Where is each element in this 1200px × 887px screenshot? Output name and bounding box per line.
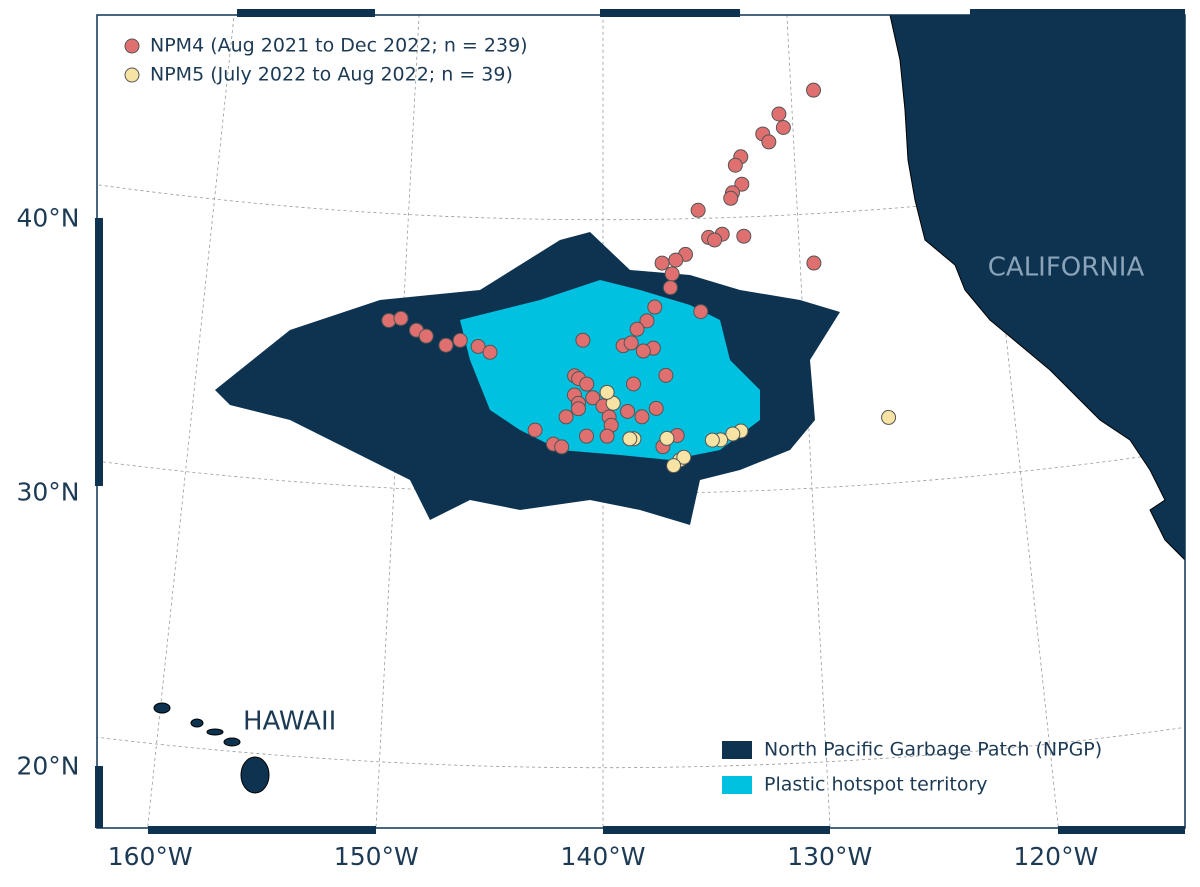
sample-point: [634, 409, 650, 425]
legend-marker: [124, 67, 140, 83]
california-land: [889, 15, 1185, 561]
sample-point: [707, 232, 723, 248]
y-tick-label: 40°N: [16, 204, 79, 233]
sample-point: [629, 321, 645, 337]
sample-point: [659, 430, 675, 446]
sample-point: [658, 367, 674, 383]
legend-label: NPM5 (July 2022 to Aug 2022; n = 39): [150, 64, 513, 86]
sample-point: [579, 376, 595, 392]
legend-swatch: [722, 741, 752, 759]
sample-point: [806, 82, 822, 98]
grid-line: [97, 172, 1185, 221]
sample-point: [664, 266, 680, 282]
legend: NPM4 (Aug 2021 to Dec 2022; n = 239) NPM5…: [124, 35, 1102, 796]
x-tick-label: 120°W: [1013, 842, 1098, 871]
grid-line: [97, 726, 1185, 769]
sample-point: [662, 280, 678, 296]
sample-point: [482, 344, 498, 360]
y-tick-label: 30°N: [16, 478, 79, 507]
x-tick-label: 150°W: [334, 842, 419, 871]
sample-point: [527, 422, 543, 438]
hotspot-area: [460, 280, 760, 460]
sample-point: [575, 332, 591, 348]
sample-point: [558, 409, 574, 425]
grid-line: [147, 15, 235, 828]
sample-point: [881, 409, 897, 425]
x-tick-label: 140°W: [561, 842, 646, 871]
sample-point: [690, 202, 706, 218]
sample-point: [418, 328, 434, 344]
sample-point: [723, 190, 739, 206]
sample-point: [668, 252, 684, 268]
y-tick-label: 20°N: [16, 752, 79, 781]
sample-point: [554, 439, 570, 455]
legend-label: Plastic hotspot territory: [764, 774, 988, 796]
place-label: HAWAII: [243, 707, 336, 737]
frame-bars: [95, 9, 1185, 834]
legend-label: North Pacific Garbage Patch (NPGP): [764, 739, 1102, 761]
sample-point: [470, 338, 486, 354]
sample-point: [622, 431, 638, 447]
sample-point: [438, 337, 454, 353]
grid-line: [971, 15, 1059, 828]
sample-point: [570, 401, 586, 417]
sample-point: [806, 255, 822, 271]
sample-point: [599, 384, 615, 400]
sample-point: [654, 255, 670, 271]
sample-points: [381, 82, 897, 474]
sample-point: [736, 228, 752, 244]
sample-point: [704, 432, 720, 448]
land-and-patch: [153, 15, 1185, 794]
sample-point: [771, 106, 787, 122]
sample-point: [579, 428, 595, 444]
sample-point: [666, 458, 682, 474]
hawaii-islands: [153, 702, 270, 794]
sample-point: [381, 313, 397, 329]
legend-label: NPM4 (Aug 2021 to Dec 2022; n = 239): [150, 35, 528, 57]
sample-point: [623, 335, 639, 351]
sample-point: [734, 176, 750, 192]
sample-point: [625, 376, 641, 392]
sample-point: [647, 299, 663, 315]
sample-point: [639, 313, 655, 329]
sample-point: [393, 310, 409, 326]
sample-point: [585, 390, 601, 406]
grid-line: [786, 15, 831, 828]
legend-swatch: [722, 776, 752, 794]
sample-point: [775, 119, 791, 135]
sample-point: [452, 332, 468, 348]
place-label: CALIFORNIA: [988, 253, 1145, 283]
sample-point: [599, 428, 615, 444]
sample-point: [676, 449, 692, 465]
sample-point: [620, 403, 636, 419]
sample-point: [648, 400, 664, 416]
x-tick-label: 160°W: [108, 842, 193, 871]
sample-point: [761, 134, 777, 150]
sample-point: [725, 426, 741, 442]
legend-marker: [124, 38, 140, 54]
sample-point: [635, 343, 651, 359]
sample-point: [693, 304, 709, 320]
x-tick-label: 130°W: [787, 842, 872, 871]
sample-point: [727, 157, 743, 173]
